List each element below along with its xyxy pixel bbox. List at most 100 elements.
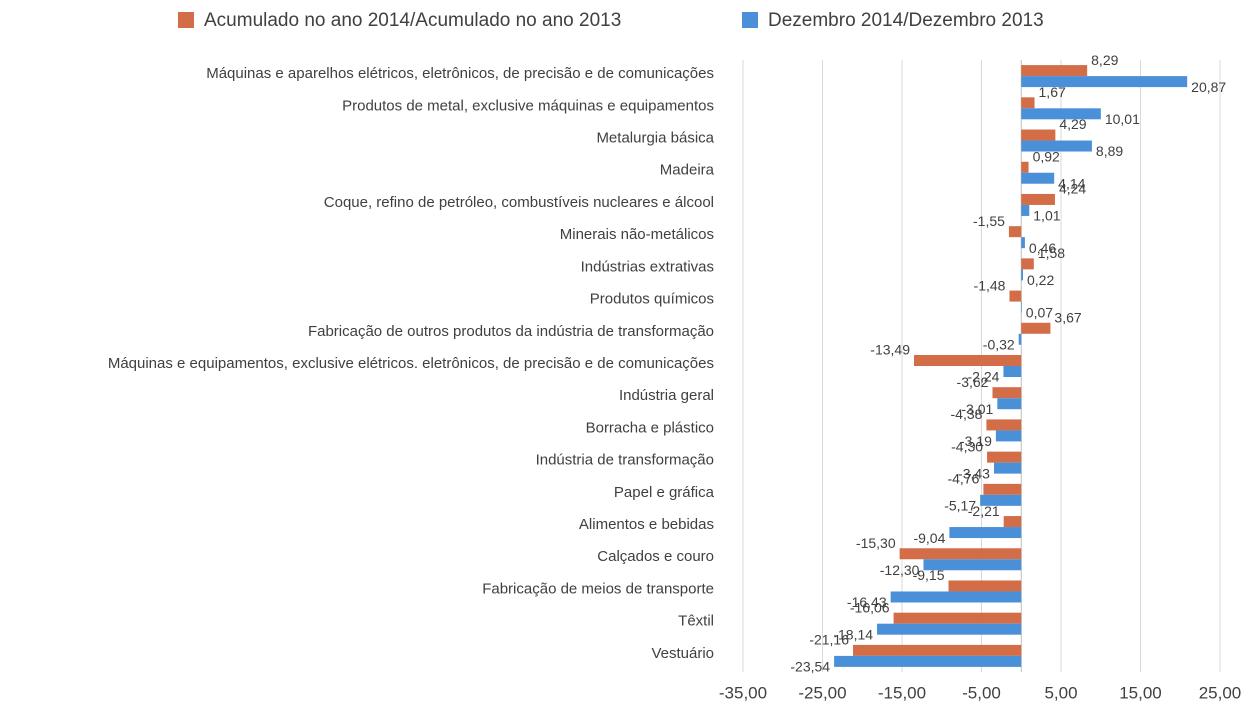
x-tick-label: -15,00	[878, 683, 926, 702]
bar	[1021, 204, 1030, 216]
x-tick-label: 25,00	[1199, 683, 1242, 702]
value-label: 0,07	[1026, 304, 1053, 320]
category-label: Produtos químicos	[590, 291, 714, 308]
value-label: -0,32	[983, 336, 1015, 352]
bar	[877, 623, 1022, 635]
bar	[914, 355, 1022, 366]
value-label: 4,29	[1059, 116, 1086, 132]
legend-label: Acumulado no ano 2014/Acumulado no ano 2…	[204, 10, 621, 31]
bar	[1021, 76, 1188, 88]
bar	[1003, 366, 1022, 377]
bar	[899, 548, 1022, 560]
category-label: Máquinas e equipamentos, exclusive elétr…	[108, 355, 714, 372]
category-label: Metalurgia básica	[596, 129, 714, 146]
category-label: Borracha e plástico	[586, 419, 714, 436]
value-label: 4,24	[1059, 181, 1086, 197]
value-label: 1,01	[1033, 208, 1060, 224]
value-label: 8,29	[1091, 52, 1118, 68]
category-label: Madeira	[660, 162, 715, 179]
bar	[1021, 301, 1022, 313]
bar	[980, 494, 1022, 506]
value-label: -13,49	[870, 342, 910, 358]
bar	[997, 398, 1022, 410]
legend-label: Dezembro 2014/Dezembro 2013	[768, 10, 1044, 31]
category-label: Indústrias extrativas	[581, 258, 714, 275]
value-label: -3,19	[960, 433, 992, 449]
bar	[1018, 333, 1022, 345]
bar	[1021, 193, 1055, 205]
legend-swatch	[742, 12, 758, 28]
value-label: -2,21	[968, 503, 1000, 519]
value-label: -2,24	[968, 369, 1000, 385]
value-label: -18,14	[833, 626, 873, 642]
value-label: -4,76	[947, 471, 979, 487]
bar	[1021, 161, 1029, 173]
x-tick-label: -35,00	[719, 683, 767, 702]
bar	[1021, 97, 1035, 109]
value-label: -15,30	[856, 535, 896, 551]
bar	[987, 451, 1022, 463]
category-label: Indústria de transformação	[536, 452, 714, 469]
category-label: Calçados e couro	[597, 548, 714, 565]
value-label: -3,01	[961, 401, 993, 417]
value-label: -16,43	[847, 594, 887, 610]
category-label: Produtos de metal, exclusive máquinas e …	[342, 97, 714, 114]
value-label: -21,16	[809, 632, 849, 648]
bar	[1008, 226, 1022, 238]
category-label: Têxtil	[678, 613, 714, 630]
bar	[853, 644, 1022, 656]
bar	[1021, 172, 1055, 184]
bar	[1021, 129, 1056, 141]
bar	[992, 387, 1022, 399]
category-label: Indústria geral	[619, 387, 714, 404]
bar	[1021, 322, 1051, 334]
category-label: Vestuário	[651, 645, 714, 662]
value-label: -12,30	[880, 562, 920, 578]
bar	[923, 559, 1022, 571]
value-label: 4,14	[1058, 175, 1085, 191]
bar	[1021, 140, 1092, 152]
value-label: -9,04	[913, 530, 945, 546]
category-label: Máquinas e aparelhos elétricos, eletrôni…	[206, 65, 714, 82]
value-label: -5,17	[944, 498, 976, 514]
value-label: 0,22	[1027, 272, 1054, 288]
value-label: 1,67	[1039, 84, 1066, 100]
bar	[948, 580, 1022, 592]
category-label: Fabricação de outros produtos da indústr…	[308, 323, 714, 340]
bar	[1021, 108, 1101, 120]
bar	[1021, 65, 1088, 77]
value-label: -9,15	[913, 567, 945, 583]
bar	[993, 462, 1022, 474]
value-label: 8,89	[1096, 143, 1123, 159]
category-label: Minerais não-metálicos	[560, 226, 714, 243]
bar	[1021, 237, 1025, 249]
x-tick-label: 5,00	[1044, 683, 1077, 702]
value-label: -1,55	[973, 213, 1005, 229]
value-label: 0,92	[1033, 148, 1060, 164]
category-label: Alimentos e bebidas	[579, 516, 714, 533]
bar	[890, 591, 1022, 603]
bar	[983, 483, 1022, 495]
category-label: Coque, refino de petróleo, combustíveis …	[324, 194, 714, 211]
bar	[1003, 516, 1022, 528]
x-tick-label: -25,00	[798, 683, 846, 702]
bar	[1021, 258, 1034, 270]
bar	[893, 612, 1022, 624]
value-label: 0,46	[1029, 240, 1056, 256]
x-tick-label: -5,00	[962, 683, 1001, 702]
value-label: -4,38	[951, 406, 983, 422]
bar	[986, 419, 1022, 431]
bar	[1021, 269, 1023, 281]
value-label: -1,48	[974, 277, 1006, 293]
value-label: 1,58	[1038, 245, 1065, 261]
value-label: -16,06	[850, 599, 890, 615]
category-label: Papel e gráfica	[614, 484, 715, 501]
legend-swatch	[178, 12, 194, 28]
value-label: -23,54	[790, 659, 830, 675]
bar	[1009, 290, 1022, 302]
x-tick-label: 15,00	[1119, 683, 1162, 702]
value-label: -3,62	[957, 374, 989, 390]
value-label: -4,30	[951, 438, 983, 454]
value-label: -3,43	[958, 465, 990, 481]
